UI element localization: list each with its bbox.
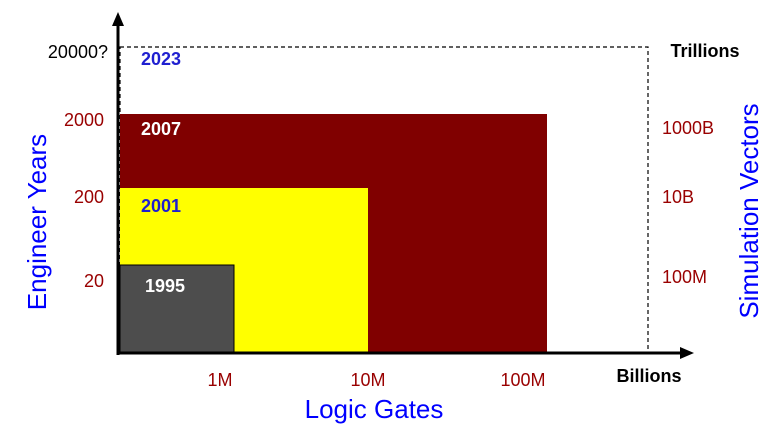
- y-tick-200: 200: [74, 187, 104, 207]
- right-tick-1000b: 1000B: [662, 118, 714, 138]
- label-1995: 1995: [145, 276, 185, 296]
- label-2007: 2007: [141, 119, 181, 139]
- right-top-label: Trillions: [670, 41, 739, 61]
- x-tick-1m: 1M: [207, 370, 232, 390]
- label-2001: 2001: [141, 196, 181, 216]
- y-tick-20000: 20000?: [48, 42, 108, 62]
- y-axis-title: Engineer Years: [22, 134, 52, 310]
- right-tick-100m: 100M: [662, 267, 707, 287]
- y-tick-20: 20: [84, 271, 104, 291]
- x-axis-arrowhead: [680, 347, 694, 359]
- y-tick-2000: 2000: [64, 110, 104, 130]
- right-axis-title: Simulation Vectors: [734, 103, 764, 318]
- x-end-label: Billions: [616, 366, 681, 386]
- box-1995: [119, 264, 235, 354]
- x-tick-10m: 10M: [350, 370, 385, 390]
- x-axis-title: Logic Gates: [305, 394, 444, 424]
- x-tick-100m: 100M: [500, 370, 545, 390]
- right-tick-10b: 10B: [662, 187, 694, 207]
- label-2023: 2023: [141, 49, 181, 69]
- y-axis-arrowhead: [112, 12, 124, 26]
